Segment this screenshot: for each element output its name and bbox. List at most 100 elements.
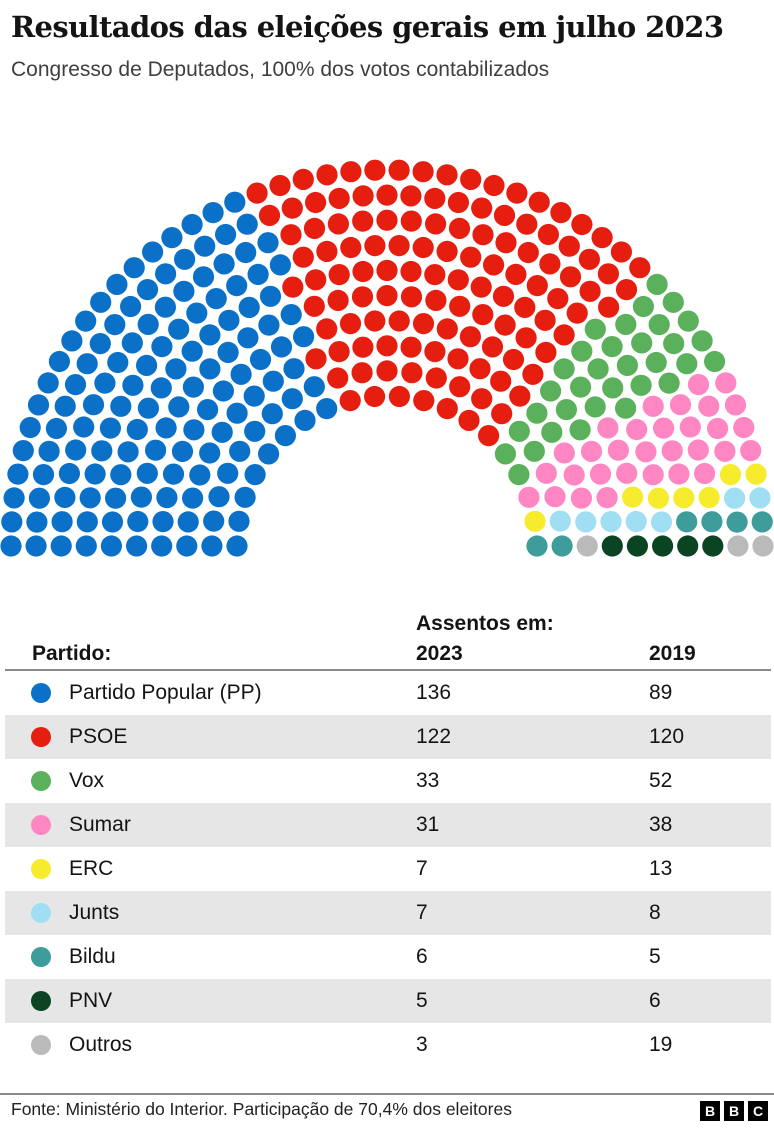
seat-dot bbox=[82, 394, 105, 416]
seat-dot bbox=[506, 182, 528, 204]
seat-dot bbox=[524, 510, 546, 532]
party-color-dot-icon bbox=[31, 815, 51, 835]
seat-dot bbox=[305, 269, 327, 291]
seat-dot bbox=[719, 464, 742, 486]
source-note: Fonte: Ministério do Interior. Participa… bbox=[11, 1099, 512, 1119]
seat-dot bbox=[571, 340, 593, 362]
seat-dot bbox=[137, 397, 159, 419]
party-name: PNV bbox=[69, 989, 113, 1012]
seat-dot bbox=[213, 253, 235, 275]
seat-dot bbox=[84, 463, 106, 485]
seat-dot bbox=[126, 535, 148, 557]
seat-dot bbox=[687, 374, 710, 396]
party-name: Vox bbox=[69, 769, 105, 792]
seat-dot bbox=[27, 394, 50, 416]
seat-dot bbox=[424, 187, 446, 209]
seat-dot bbox=[282, 276, 304, 298]
seats-2019: 52 bbox=[649, 769, 673, 792]
seat-dot bbox=[106, 273, 128, 295]
seat-dot bbox=[339, 390, 361, 412]
seat-dot bbox=[123, 257, 145, 279]
seat-dot bbox=[117, 441, 139, 463]
seat-dot bbox=[376, 360, 398, 382]
seat-dot bbox=[589, 463, 612, 485]
seat-dot bbox=[327, 289, 349, 311]
seat-dot bbox=[45, 417, 67, 440]
party-color-dot-icon bbox=[31, 947, 51, 967]
seat-dot bbox=[73, 416, 95, 438]
seat-dot bbox=[544, 486, 566, 508]
seat-dot bbox=[145, 439, 167, 461]
seat-dot bbox=[281, 388, 303, 410]
seat-dot bbox=[526, 402, 548, 424]
seat-dot bbox=[151, 535, 173, 557]
seat-dot bbox=[596, 487, 618, 509]
table-row: ERC 7 13 bbox=[5, 847, 771, 891]
seat-dot bbox=[492, 285, 515, 307]
seat-dot bbox=[677, 310, 699, 332]
seat-dot bbox=[601, 336, 623, 358]
seat-dot bbox=[622, 486, 644, 508]
seat-dot bbox=[727, 535, 749, 557]
seat-dot bbox=[436, 318, 458, 340]
seat-dot bbox=[224, 191, 246, 213]
seat-dot bbox=[553, 442, 575, 464]
seat-dot bbox=[459, 326, 481, 348]
seat-dot bbox=[186, 302, 208, 324]
seat-dot bbox=[388, 235, 410, 257]
seat-dot bbox=[339, 313, 362, 335]
seat-dot bbox=[171, 440, 194, 462]
seat-dot bbox=[110, 464, 132, 486]
seat-dot bbox=[236, 213, 258, 235]
seat-dot bbox=[714, 440, 736, 462]
seat-dot bbox=[702, 535, 724, 557]
seat-dot bbox=[305, 191, 327, 214]
table-row: Partido Popular (PP) 136 89 bbox=[5, 671, 771, 715]
seat-dot bbox=[351, 362, 373, 384]
seat-dot bbox=[261, 403, 283, 425]
seat-dot bbox=[54, 486, 76, 508]
seat-dot bbox=[584, 318, 606, 340]
seat-dot bbox=[244, 464, 266, 486]
seat-dot bbox=[436, 164, 458, 186]
seat-dot bbox=[483, 254, 505, 276]
seat-dot bbox=[635, 441, 657, 463]
seat-dot bbox=[280, 304, 302, 326]
party-color-dot-icon bbox=[31, 771, 51, 791]
seats-2023: 31 bbox=[416, 813, 440, 836]
seat-dot bbox=[733, 416, 755, 439]
seat-dot bbox=[243, 385, 265, 407]
seat-dot bbox=[208, 486, 230, 508]
seats-2019: 13 bbox=[649, 857, 673, 880]
seat-dot bbox=[228, 510, 250, 532]
seat-dot bbox=[136, 354, 158, 376]
seat-dot bbox=[401, 362, 423, 384]
seats-2023: 7 bbox=[416, 901, 428, 924]
parliament-hemicycle bbox=[0, 159, 774, 557]
seat-dot bbox=[197, 399, 219, 421]
table-row: Outros 3 19 bbox=[5, 1023, 771, 1067]
seat-dot bbox=[155, 263, 177, 285]
seat-dot bbox=[174, 248, 196, 270]
seat-dot bbox=[259, 285, 282, 307]
seat-dot bbox=[642, 464, 664, 486]
seat-dot bbox=[580, 440, 603, 462]
seat-dot bbox=[698, 395, 720, 417]
seat-dot bbox=[258, 204, 281, 226]
seat-dot bbox=[448, 217, 471, 239]
seat-dot bbox=[535, 341, 557, 363]
seat-dot bbox=[563, 464, 585, 486]
seat-dot bbox=[12, 440, 34, 462]
seat-dot bbox=[424, 264, 446, 286]
seat-dot bbox=[38, 440, 60, 462]
table-row: Bildu 6 5 bbox=[5, 935, 771, 979]
party-color-dot-icon bbox=[31, 683, 51, 703]
seat-dot bbox=[449, 376, 471, 398]
seat-dot bbox=[400, 185, 422, 207]
seat-dot bbox=[494, 314, 516, 336]
seat-dot bbox=[19, 416, 41, 439]
seat-dot bbox=[194, 235, 216, 257]
seat-dot bbox=[168, 396, 190, 418]
seat-dot bbox=[388, 310, 410, 332]
seat-dot bbox=[316, 398, 338, 420]
